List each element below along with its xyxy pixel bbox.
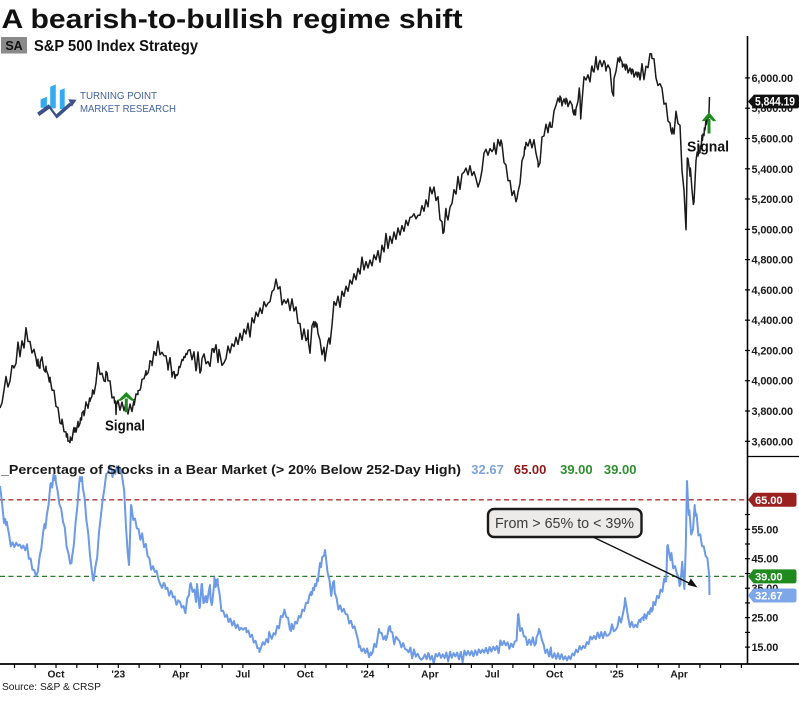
svg-text:3,600.00: 3,600.00 — [752, 436, 793, 448]
svg-text:4,000.00: 4,000.00 — [752, 376, 793, 388]
svg-text:Apr: Apr — [172, 670, 190, 681]
svg-text:4,600.00: 4,600.00 — [752, 285, 793, 297]
svg-text:65.00: 65.00 — [755, 495, 783, 507]
svg-text:5,844.19: 5,844.19 — [755, 96, 795, 109]
svg-text:6,000.00: 6,000.00 — [752, 73, 793, 85]
svg-text:Apr: Apr — [670, 670, 688, 681]
svg-text:15.00: 15.00 — [752, 642, 779, 654]
svg-text:32.67: 32.67 — [471, 462, 504, 477]
svg-text:'23: '23 — [111, 670, 125, 681]
svg-text:32.67: 32.67 — [755, 591, 783, 603]
svg-text:'25: '25 — [610, 670, 624, 681]
svg-text:3,800.00: 3,800.00 — [752, 406, 793, 418]
svg-text:A bearish-to-bullish regime sh: A bearish-to-bullish regime shift — [2, 4, 463, 34]
svg-text:39.00: 39.00 — [604, 462, 637, 477]
svg-text:Signal: Signal — [687, 140, 729, 156]
svg-text:'24: '24 — [361, 670, 375, 681]
svg-text:5,200.00: 5,200.00 — [752, 194, 793, 206]
svg-text:Oct: Oct — [546, 670, 564, 681]
svg-text:_Percentage of Stocks in a Bea: _Percentage of Stocks in a Bear Market (… — [0, 462, 461, 477]
svg-text:Signal: Signal — [105, 419, 145, 435]
svg-text:Source: S&P & CRSP: Source: S&P & CRSP — [2, 682, 101, 693]
svg-text:5,400.00: 5,400.00 — [752, 164, 793, 176]
svg-text:39.00: 39.00 — [755, 571, 783, 583]
svg-text:4,200.00: 4,200.00 — [752, 346, 793, 358]
svg-text:SA: SA — [5, 39, 22, 53]
svg-text:Jul: Jul — [236, 670, 251, 681]
svg-text:5,000.00: 5,000.00 — [752, 224, 793, 236]
svg-text:55.00: 55.00 — [752, 524, 779, 536]
svg-text:4,400.00: 4,400.00 — [752, 315, 793, 327]
svg-text:From > 65% to < 39%: From > 65% to < 39% — [495, 516, 634, 532]
svg-text:4,800.00: 4,800.00 — [752, 255, 793, 267]
svg-text:25.00: 25.00 — [752, 613, 779, 625]
svg-text:TURNING POINT: TURNING POINT — [80, 91, 158, 102]
svg-text:MARKET RESEARCH: MARKET RESEARCH — [80, 104, 176, 115]
svg-text:Apr: Apr — [421, 670, 439, 681]
svg-text:S&P 500 Index Strategy: S&P 500 Index Strategy — [34, 38, 198, 55]
svg-text:65.00: 65.00 — [514, 462, 547, 477]
svg-text:Jul: Jul — [485, 670, 500, 681]
svg-text:45.00: 45.00 — [752, 554, 779, 566]
svg-text:39.00: 39.00 — [560, 462, 593, 477]
svg-text:Oct: Oct — [48, 670, 66, 681]
svg-text:5,600.00: 5,600.00 — [752, 134, 793, 146]
svg-text:Oct: Oct — [297, 670, 315, 681]
